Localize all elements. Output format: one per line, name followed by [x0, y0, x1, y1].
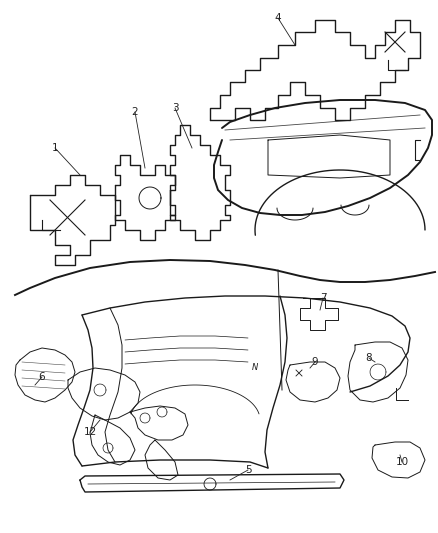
Text: 12: 12 [83, 427, 97, 437]
Text: 2: 2 [132, 107, 138, 117]
Text: 6: 6 [39, 372, 45, 382]
Text: 10: 10 [396, 457, 409, 467]
Text: N: N [252, 363, 258, 372]
Text: 4: 4 [275, 13, 281, 23]
Text: 1: 1 [52, 143, 58, 153]
Text: 3: 3 [172, 103, 178, 113]
Text: 9: 9 [312, 357, 318, 367]
Text: 7: 7 [320, 293, 326, 303]
Text: 5: 5 [245, 465, 251, 475]
Text: 8: 8 [366, 353, 372, 363]
